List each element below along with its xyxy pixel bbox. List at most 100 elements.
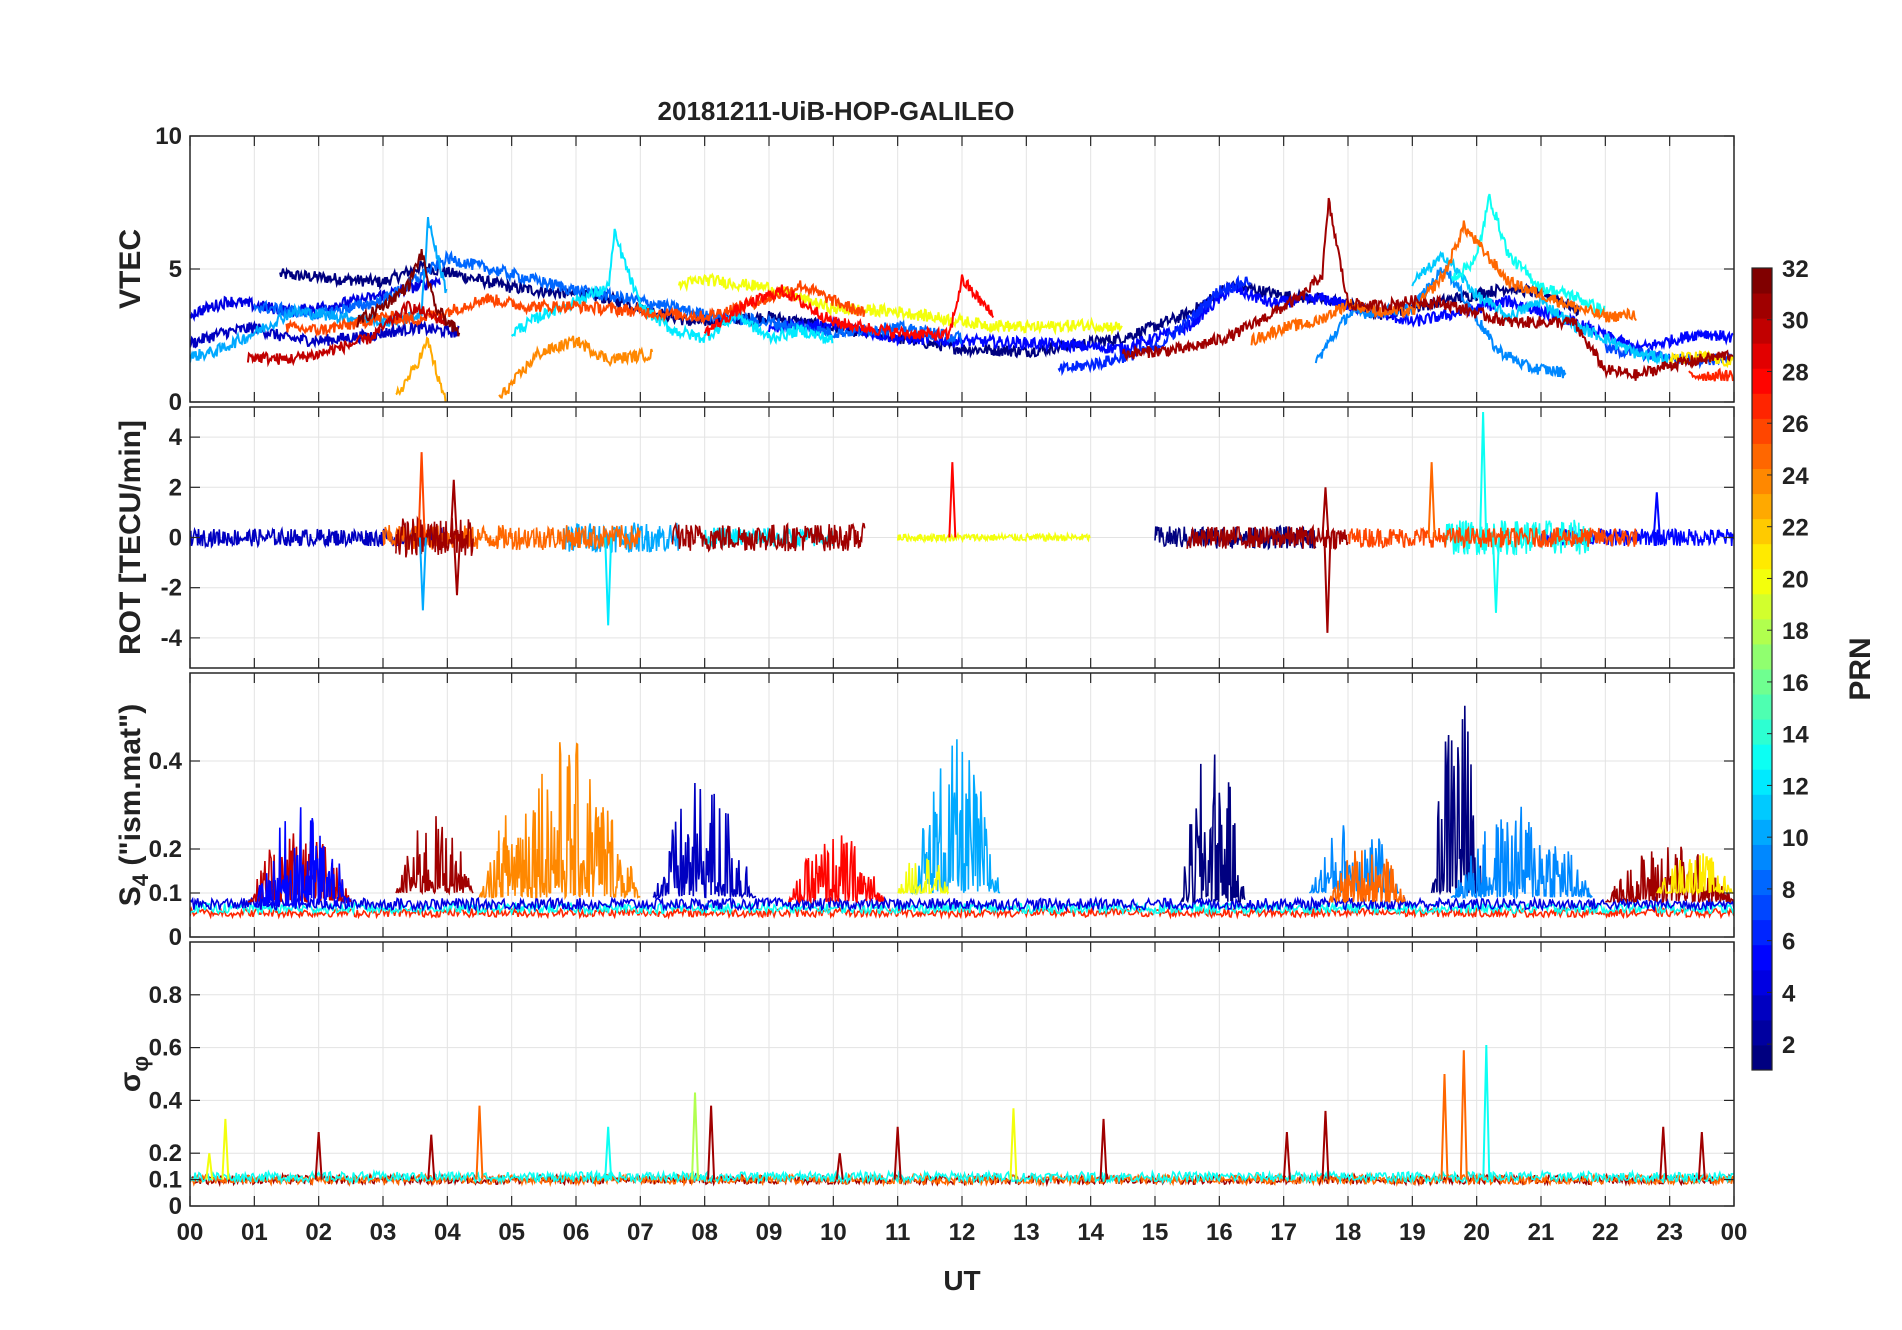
x-tick-label: 05 (498, 1219, 525, 1246)
series-line-prn-8 (253, 249, 962, 345)
spike-prn-25 (475, 1105, 484, 1180)
spike-prn-26 (417, 452, 426, 538)
x-tick-label: 17 (1270, 1219, 1297, 1246)
colorbar-tick-label: 14 (1782, 722, 1809, 749)
panel-data (190, 705, 1734, 920)
series-line-prn-27 (1688, 367, 1734, 382)
x-tick-label: 03 (370, 1219, 397, 1246)
series-line-prn-28 (787, 835, 885, 905)
colorbar-level (1752, 894, 1772, 921)
colorbar-level (1752, 593, 1772, 620)
colorbar-level (1752, 694, 1772, 720)
y-axis-label-main: σ (114, 1072, 147, 1093)
x-tick-label: 11 (885, 1219, 910, 1246)
x-tick-label: 21 (1528, 1219, 1555, 1246)
x-tick-label: 22 (1592, 1219, 1619, 1246)
spike-prn-13 (1491, 537, 1500, 613)
spike-prn-25 (1440, 1073, 1449, 1180)
panel-vtec: 0 5 10 VTEC (114, 123, 1735, 416)
spike-prn-28 (948, 462, 957, 538)
colorbar-label: PRN (1844, 637, 1877, 700)
series-line-prn-24 (498, 335, 654, 399)
series-line-prn-21 (1656, 853, 1734, 896)
y-tick-label: -2 (161, 575, 182, 602)
spike-prn-31 (893, 1126, 902, 1180)
colorbar-level (1752, 293, 1772, 319)
colorbar-level (1752, 543, 1772, 570)
colorbar-tick-label: 2 (1782, 1032, 1795, 1059)
spike-prn-20 (205, 1153, 214, 1180)
colorbar-tick-label: 32 (1782, 256, 1809, 283)
x-tick-label: 20 (1463, 1219, 1490, 1246)
spike-prn-31 (835, 1153, 844, 1180)
y-axis-label-main: S (114, 886, 147, 906)
y-axis-label-subscript: φ (128, 1056, 153, 1072)
spike-prn-13 (1479, 411, 1488, 538)
series-line-prn-31 (1186, 523, 1349, 551)
panel-data (190, 193, 1734, 402)
y-tick-label: 4 (169, 424, 183, 451)
colorbar-tick-label: 18 (1782, 618, 1809, 645)
colorbar-level (1752, 368, 1772, 394)
x-tick-label: 19 (1399, 1219, 1426, 1246)
x-tick-label: 16 (1206, 1219, 1233, 1246)
series-line-prn-31 (395, 816, 474, 896)
series-line-prn-5 (254, 807, 351, 909)
colorbar-level (1752, 418, 1772, 444)
spike-prn-13 (1482, 1044, 1491, 1180)
series-line-prn-30 (246, 300, 448, 368)
x-tick-label: 15 (1142, 1219, 1169, 1246)
y-axis-label-rest: ("ism.mat") (114, 704, 147, 874)
x-tick-label: 00 (177, 1219, 204, 1246)
colorbar-tick-label: 26 (1782, 411, 1809, 438)
spike-prn-31 (1659, 1126, 1668, 1180)
colorbar-level (1752, 1044, 1772, 1071)
colorbar-level (1752, 318, 1772, 344)
x-tick-label: 01 (241, 1219, 268, 1246)
y-tick-label: 0.8 (149, 982, 182, 1009)
x-tick-label: 04 (434, 1219, 461, 1246)
colorbar-level (1752, 744, 1772, 770)
panel-data (190, 411, 1734, 633)
series-line-prn-3 (190, 318, 460, 349)
colorbar-tick-label: 16 (1782, 670, 1809, 697)
series-line-prn-10 (909, 739, 1001, 896)
series-line-prn-11 (1411, 250, 1670, 367)
colorbar-tick-label: 10 (1782, 825, 1809, 852)
colorbar-level (1752, 669, 1772, 695)
y-axis-label-sigphi: σφ (114, 1056, 153, 1092)
colorbar-level (1752, 393, 1772, 419)
spike-prn-18 (691, 1092, 700, 1180)
colorbar-tick-label: 20 (1782, 566, 1809, 593)
colorbar-tick-label: 8 (1782, 877, 1795, 904)
y-tick-label: 10 (155, 123, 182, 150)
series-line-prn-23 (395, 336, 447, 402)
y-tick-label: 0 (169, 389, 182, 416)
series-line-prn-31 (395, 515, 474, 558)
series-line-prn-31 (671, 521, 866, 553)
spike-prn-31 (427, 1134, 436, 1180)
colorbar-level (1752, 719, 1772, 745)
series-line-prn-31 (1605, 846, 1734, 905)
series-line-prn-20 (677, 272, 1123, 336)
series-line-prn-25 (1250, 220, 1637, 346)
colorbar-level (1752, 969, 1772, 996)
series-line-prn-9 (1450, 806, 1593, 901)
colorbar-level (1752, 518, 1772, 545)
x-tick-label: 02 (305, 1219, 332, 1246)
spike-prn-31 (1321, 1110, 1330, 1180)
y-axis-label-subscript: 4 (128, 873, 153, 886)
series-line-prn-13 (1450, 193, 1606, 316)
y-tick-label: 0.6 (149, 1035, 182, 1062)
spike-prn-31 (1697, 1132, 1706, 1180)
spike-prn-25 (1427, 462, 1436, 538)
colorbar-level (1752, 268, 1772, 294)
colorbar-level (1752, 844, 1772, 870)
spike-prn-10 (418, 537, 427, 611)
series-line-prn-3 (190, 526, 448, 549)
colorbar-level (1752, 919, 1772, 946)
spike-prn-31 (314, 1132, 323, 1180)
series-line-prn-26 (285, 280, 866, 338)
colorbar-frame (1751, 267, 1773, 1071)
y-tick-label: 0.4 (149, 1087, 183, 1114)
